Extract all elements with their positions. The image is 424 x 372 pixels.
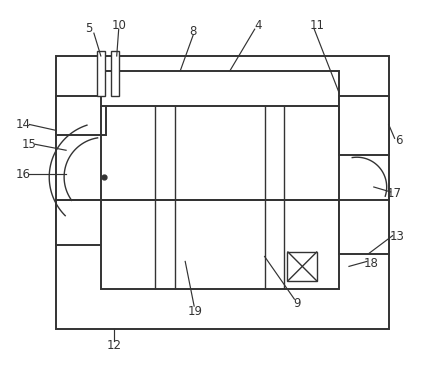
Text: 16: 16 xyxy=(16,168,31,180)
Text: 11: 11 xyxy=(310,19,325,32)
Text: 9: 9 xyxy=(293,296,301,310)
Text: 8: 8 xyxy=(190,25,197,38)
Text: 14: 14 xyxy=(16,118,31,131)
Text: 13: 13 xyxy=(389,230,404,243)
Text: 6: 6 xyxy=(395,134,402,147)
Text: 12: 12 xyxy=(106,339,121,352)
Text: 10: 10 xyxy=(111,19,126,32)
Text: 5: 5 xyxy=(85,22,92,35)
Bar xyxy=(56,56,389,329)
Bar xyxy=(101,71,339,106)
Bar xyxy=(339,96,389,155)
Text: 4: 4 xyxy=(254,19,262,32)
Text: 18: 18 xyxy=(363,257,378,270)
Bar xyxy=(111,51,119,96)
Bar xyxy=(56,96,106,135)
Bar xyxy=(97,51,105,96)
Bar xyxy=(101,200,339,289)
Bar xyxy=(56,200,106,244)
Text: 19: 19 xyxy=(188,305,203,318)
Bar xyxy=(339,200,389,254)
Text: 15: 15 xyxy=(22,138,37,151)
Bar xyxy=(287,251,317,281)
Text: 17: 17 xyxy=(387,187,402,201)
